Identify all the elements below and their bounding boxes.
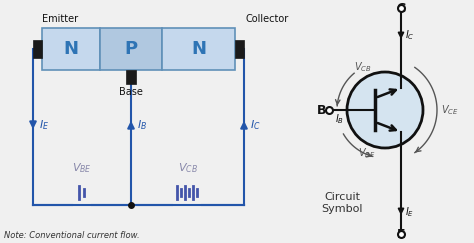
Text: B: B	[317, 104, 326, 116]
Bar	[42, 28, 100, 70]
Text: $I_E$: $I_E$	[405, 205, 414, 219]
Text: Base: Base	[119, 87, 143, 97]
Text: E: E	[397, 228, 405, 241]
Text: $V_{CB}$: $V_{CB}$	[178, 161, 198, 175]
Text: Circuit
Symbol: Circuit Symbol	[321, 192, 363, 214]
Text: $I_C$: $I_C$	[405, 28, 415, 42]
Text: $V_{CE}$: $V_{CE}$	[441, 103, 459, 117]
Text: $I_C$: $I_C$	[250, 118, 261, 132]
Text: $I_E$: $I_E$	[39, 118, 49, 132]
Text: $V_{BE}$: $V_{BE}$	[358, 146, 376, 160]
Bar	[33, 40, 42, 59]
Circle shape	[347, 72, 423, 148]
Text: $I_B$: $I_B$	[335, 112, 344, 126]
Text: $V_{BE}$: $V_{BE}$	[72, 161, 92, 175]
Text: Emitter: Emitter	[42, 14, 78, 24]
Text: N: N	[191, 40, 206, 58]
Text: N: N	[64, 40, 79, 58]
Text: C: C	[396, 2, 406, 15]
Bar	[126, 70, 136, 84]
Text: $V_{CB}$: $V_{CB}$	[354, 60, 372, 74]
Text: $I_B$: $I_B$	[137, 118, 147, 132]
Bar	[162, 28, 235, 70]
Text: P: P	[125, 40, 137, 58]
Text: Collector: Collector	[246, 14, 289, 24]
Bar	[100, 28, 162, 70]
Text: Note: Conventional current flow.: Note: Conventional current flow.	[4, 231, 140, 240]
Bar	[235, 40, 244, 59]
